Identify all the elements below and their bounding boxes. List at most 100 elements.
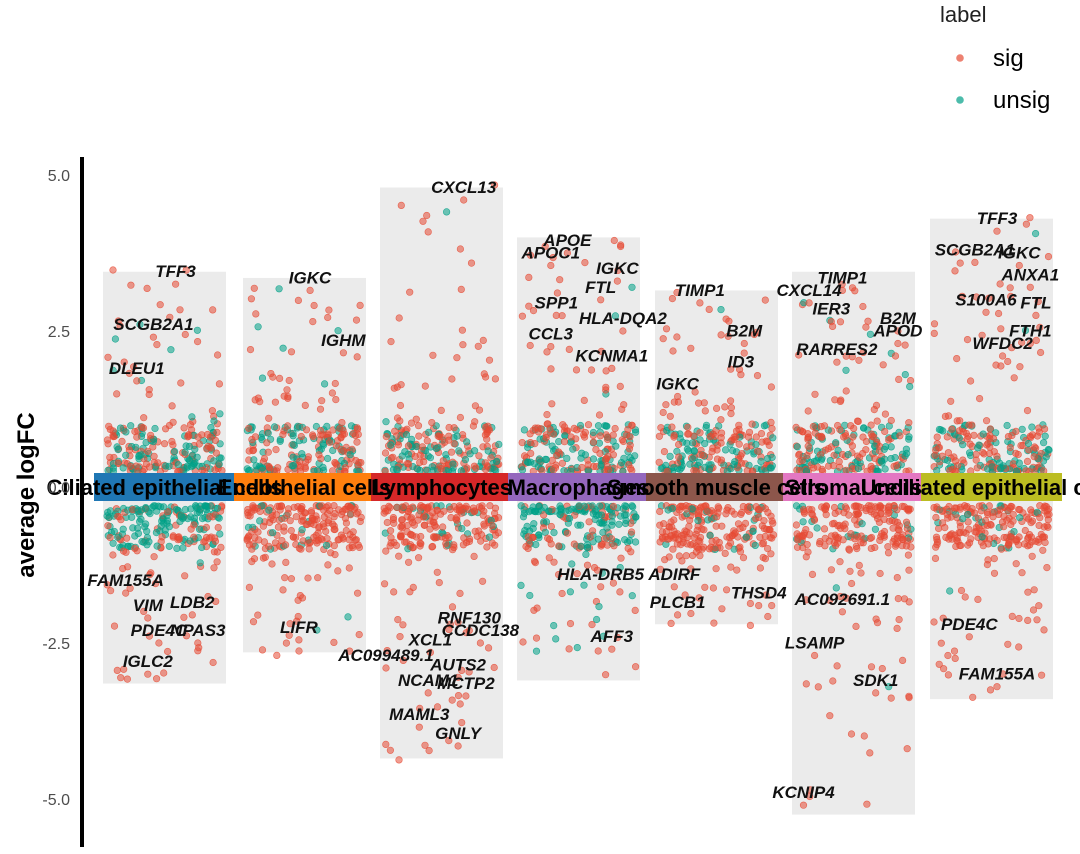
data-point	[608, 645, 616, 653]
data-point	[1006, 284, 1014, 292]
data-point	[150, 452, 158, 460]
data-point	[752, 441, 760, 449]
data-point	[982, 308, 990, 316]
data-point	[309, 318, 317, 326]
data-point	[859, 433, 867, 441]
data-point	[169, 418, 177, 426]
data-point	[628, 592, 636, 600]
data-point	[406, 288, 414, 296]
data-point	[547, 261, 555, 270]
data-point	[735, 425, 743, 433]
data-point	[737, 459, 746, 467]
data-point	[972, 456, 980, 464]
data-point	[959, 428, 967, 436]
data-point	[289, 429, 297, 438]
data-point	[526, 251, 535, 259]
data-point	[859, 302, 867, 311]
data-point	[567, 433, 575, 441]
data-point	[423, 437, 431, 445]
data-point	[723, 506, 731, 514]
data-point	[962, 504, 971, 512]
data-point	[687, 609, 695, 618]
data-point	[421, 741, 429, 749]
data-point	[307, 507, 315, 515]
data-point	[957, 586, 966, 595]
data-point	[114, 512, 122, 520]
data-point	[133, 547, 141, 555]
data-point	[317, 426, 325, 435]
data-point	[696, 429, 704, 437]
data-point	[597, 347, 606, 356]
data-point	[1008, 503, 1016, 511]
data-point	[136, 320, 144, 329]
data-point	[465, 668, 473, 676]
data-point	[755, 601, 763, 610]
data-point	[626, 441, 634, 449]
data-point	[721, 549, 729, 558]
data-point	[721, 446, 730, 454]
data-point	[717, 429, 726, 437]
data-point	[555, 448, 563, 456]
data-point	[580, 581, 588, 589]
data-point	[471, 527, 479, 535]
data-point	[885, 502, 893, 510]
cluster-name: Unciliated epithelial cells	[861, 475, 1080, 500]
data-point	[424, 452, 432, 460]
data-point	[122, 428, 130, 436]
data-point	[143, 284, 151, 293]
data-point	[152, 579, 160, 588]
data-point	[547, 365, 555, 373]
data-point	[264, 448, 272, 456]
data-point	[353, 424, 361, 432]
data-point	[965, 525, 973, 533]
data-point	[871, 454, 879, 462]
data-point	[196, 559, 204, 567]
data-point	[350, 429, 358, 438]
data-point	[341, 514, 350, 522]
data-point	[448, 696, 456, 704]
gene-label: IGLC2	[123, 652, 174, 671]
data-point	[905, 433, 913, 441]
gene-label: IGKC	[596, 259, 639, 278]
data-point	[603, 541, 612, 549]
data-point	[174, 533, 182, 541]
gene-label: IGKC	[998, 243, 1041, 262]
data-point	[454, 618, 462, 626]
data-point	[519, 638, 527, 646]
data-point	[768, 425, 776, 433]
data-point	[260, 454, 269, 463]
data-point	[827, 566, 836, 574]
data-point	[193, 326, 201, 334]
data-point	[539, 511, 548, 519]
data-point	[670, 527, 678, 535]
data-point	[127, 281, 135, 289]
data-point	[953, 462, 962, 470]
data-point	[802, 553, 810, 561]
data-point	[490, 466, 499, 474]
data-point	[836, 318, 845, 326]
data-point	[688, 551, 697, 560]
data-point	[893, 573, 901, 582]
data-point	[338, 419, 346, 427]
data-point	[103, 581, 111, 589]
data-point	[722, 586, 731, 594]
data-point	[892, 462, 901, 470]
data-point	[458, 718, 466, 727]
data-point	[491, 541, 499, 549]
data-point	[800, 508, 808, 516]
data-point	[210, 457, 218, 465]
data-point	[835, 458, 843, 466]
data-point	[818, 433, 826, 441]
data-point	[860, 732, 868, 740]
data-point	[331, 379, 339, 388]
data-point	[485, 356, 494, 364]
data-point	[549, 466, 558, 474]
data-point	[762, 591, 770, 599]
data-point	[425, 428, 433, 436]
gene-label: IGKC	[289, 268, 332, 287]
data-point	[944, 671, 953, 679]
data-point	[757, 430, 766, 438]
data-point	[485, 644, 493, 652]
data-point	[884, 543, 892, 551]
data-point	[588, 620, 596, 629]
